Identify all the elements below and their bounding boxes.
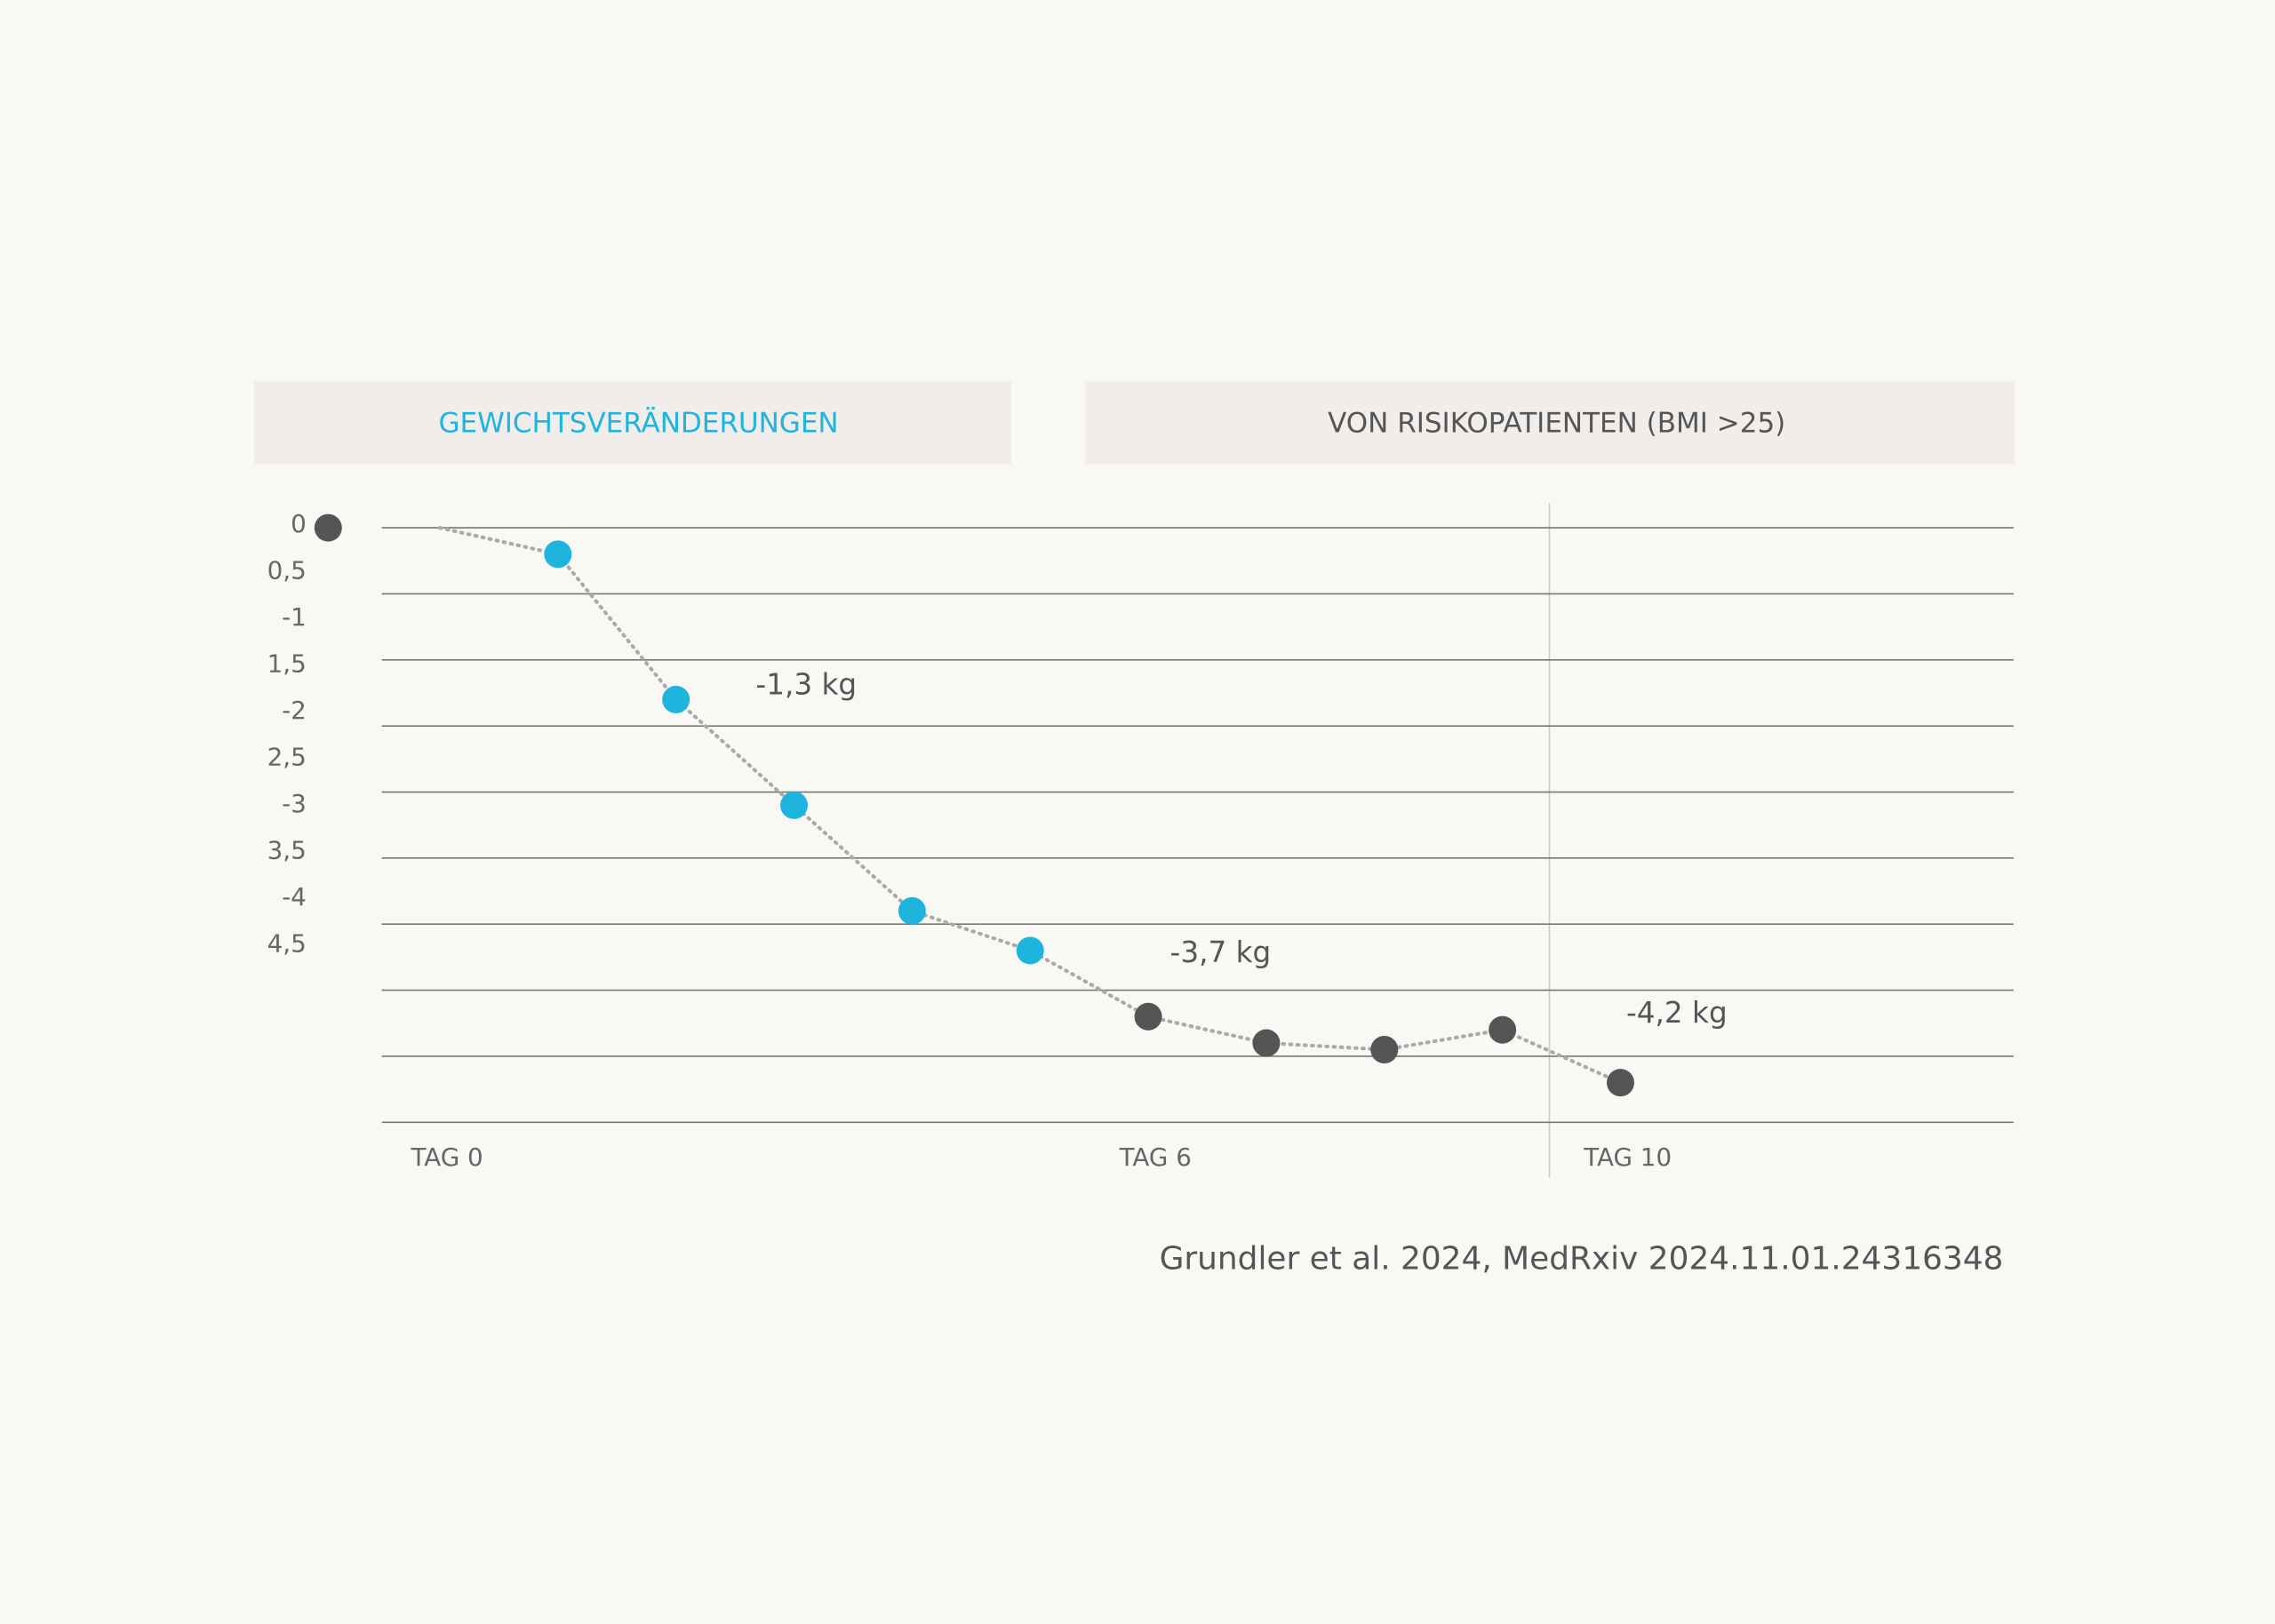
y-tick-label: -4 — [282, 882, 307, 912]
point — [314, 513, 342, 542]
y-tick-label: 0,5 — [267, 555, 307, 585]
point — [1370, 1035, 1399, 1063]
subtitle-box — [1085, 381, 2016, 465]
point — [544, 540, 572, 569]
point — [1489, 1015, 1517, 1044]
x-tick-label: TAG 0 — [410, 1142, 483, 1172]
x-tick-label: TAG 10 — [1583, 1142, 1672, 1172]
y-tick-label: 1,5 — [267, 649, 307, 678]
y-tick-label: 4,5 — [267, 928, 307, 958]
chart-title: GEWICHTSVERÄNDERUNGEN — [438, 408, 838, 440]
y-tick-label: -1 — [282, 602, 307, 632]
y-tick-label: 0 — [291, 509, 307, 538]
point — [1252, 1029, 1281, 1057]
value-label: -4,2 kg — [1626, 996, 1728, 1030]
point — [662, 685, 690, 713]
chart-subtitle: VON RISIKOPATIENTEN (BMI >25) — [1328, 408, 1785, 440]
point — [1016, 936, 1044, 965]
y-tick-label: -2 — [282, 696, 307, 725]
y-tick-label: -3 — [282, 789, 307, 818]
point — [898, 896, 926, 925]
y-tick-label: 2,5 — [267, 742, 307, 771]
point — [1134, 1002, 1162, 1031]
title-box — [254, 381, 1012, 465]
point — [780, 791, 809, 819]
x-tick-label: TAG 6 — [1119, 1142, 1192, 1172]
value-label: -3,7 kg — [1170, 935, 1272, 969]
value-label: -1,3 kg — [755, 668, 857, 702]
source: Grundler et al. 2024, MedRxiv 2024.11.01… — [1160, 1240, 2004, 1277]
y-tick-label: 3,5 — [267, 835, 307, 864]
point — [1606, 1069, 1635, 1097]
